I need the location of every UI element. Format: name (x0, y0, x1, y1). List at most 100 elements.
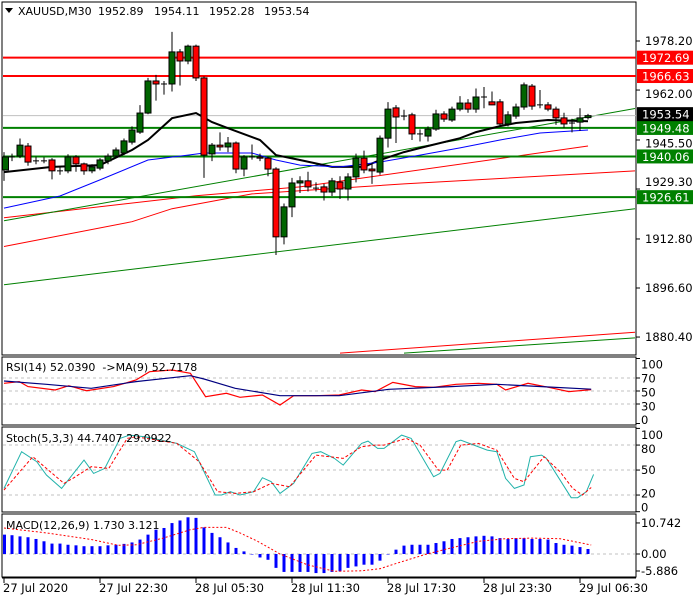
stoch-window-frame[interactable] (1, 426, 637, 513)
candle-bullish[interactable] (104, 155, 112, 162)
candle-bullish[interactable] (504, 114, 512, 125)
candle-bullish[interactable] (384, 108, 392, 139)
candle-bearish[interactable] (392, 107, 400, 118)
candle-bearish[interactable] (232, 142, 240, 170)
candle-bullish[interactable] (584, 115, 592, 119)
candle-bearish[interactable] (48, 159, 56, 172)
main-chart-frame[interactable] (1, 1, 637, 356)
candle-bullish[interactable] (168, 51, 176, 85)
macd-histogram-bar (242, 551, 246, 554)
candle-bearish[interactable] (408, 114, 416, 135)
candle-bearish[interactable] (272, 168, 280, 238)
macd-histogram-bar (538, 538, 542, 554)
time-axis-label: 28 Jul 05:30 (195, 581, 264, 595)
candle-bullish[interactable] (576, 117, 584, 123)
macd-histogram-bar (474, 536, 478, 554)
macd-histogram-bar (66, 544, 70, 554)
candle-bullish[interactable] (352, 157, 360, 178)
macd-histogram-bar (586, 549, 590, 554)
candle-bearish[interactable] (264, 157, 272, 170)
ohlc-close: 1953.54 (264, 5, 310, 18)
macd-histogram-bar (130, 542, 134, 554)
candle-bearish[interactable] (24, 145, 32, 163)
candle-bearish[interactable] (200, 77, 208, 156)
candle-bearish[interactable] (72, 156, 80, 165)
candle-bullish[interactable] (16, 144, 24, 157)
candle-bullish[interactable] (280, 206, 288, 238)
candle-bearish[interactable] (528, 85, 536, 107)
candle-bearish[interactable] (440, 113, 448, 120)
candle-bullish[interactable] (432, 113, 440, 130)
macd-histogram-bar (210, 532, 214, 554)
macd-histogram-bar (530, 538, 534, 554)
candle-bullish[interactable] (328, 180, 336, 193)
candle-bullish[interactable] (240, 156, 248, 170)
current-price-label: 1953.54 (642, 108, 690, 122)
candle-bearish[interactable] (152, 80, 160, 85)
candle-bullish[interactable] (296, 180, 304, 184)
triangle-down-icon[interactable] (5, 8, 13, 13)
ma-slow-line (3, 129, 589, 209)
macd-histogram-bar (122, 543, 126, 554)
macd-histogram-bar (466, 537, 470, 554)
candle-bullish[interactable] (224, 142, 232, 148)
candle-bearish[interactable] (544, 104, 552, 110)
macd-histogram-bar (578, 547, 582, 554)
candle-bullish[interactable] (376, 137, 384, 173)
candle-bearish[interactable] (496, 101, 504, 125)
green-trend-middle-line (3, 208, 636, 286)
macd-histogram-bar (450, 538, 454, 554)
red-channel-upper-line (3, 145, 589, 219)
candle-bullish[interactable] (184, 45, 192, 62)
candle-bullish[interactable] (424, 128, 432, 137)
macd-histogram-bar (546, 539, 550, 554)
candle-bearish[interactable] (560, 117, 568, 125)
indicator-axis-label: -5.886 (641, 564, 678, 578)
candle-bullish[interactable] (88, 166, 96, 172)
candle-bullish[interactable] (448, 108, 456, 121)
price-axis-label: 1880.40 (645, 330, 693, 344)
candle-bullish[interactable] (112, 149, 120, 157)
candle-bullish[interactable] (520, 84, 528, 108)
candle-bearish[interactable] (216, 144, 224, 148)
candle-bullish[interactable] (136, 112, 144, 133)
candle-bearish[interactable] (360, 157, 368, 171)
candle-bearish[interactable] (464, 102, 472, 110)
stoch-title: Stoch(5,3,3) 44.7407 29.0922 (6, 432, 172, 445)
candle-bullish[interactable] (120, 140, 128, 154)
time-axis-label: 27 Jul 22:30 (99, 581, 168, 595)
macd-histogram-bar (114, 544, 118, 554)
candle-bullish[interactable] (128, 129, 136, 143)
ohlc-low: 1952.28 (209, 5, 255, 18)
indicator-axis-label: 50 (641, 386, 656, 400)
candle-bullish[interactable] (456, 102, 464, 110)
candle-bearish[interactable] (304, 180, 312, 188)
macd-histogram-bar (42, 541, 46, 554)
candle-bearish[interactable] (336, 181, 344, 190)
candle-bearish[interactable] (368, 168, 376, 172)
macd-histogram-bar (50, 543, 54, 554)
candle-bearish[interactable] (320, 186, 328, 193)
candle-bullish[interactable] (208, 144, 216, 155)
candle-bearish[interactable] (192, 45, 200, 79)
candle-bullish[interactable] (144, 80, 152, 114)
macd-histogram-bar (154, 529, 158, 554)
candle-bullish[interactable] (472, 96, 480, 110)
candle-bearish[interactable] (256, 156, 264, 159)
candle-bullish[interactable] (512, 106, 520, 117)
candle-bullish[interactable] (344, 176, 352, 190)
macd-histogram-bar (314, 554, 318, 574)
candle-bullish[interactable] (64, 156, 72, 172)
candle-bullish[interactable] (96, 159, 104, 169)
candle-bullish[interactable] (288, 182, 296, 208)
price-axis-label: 1929.30 (645, 175, 693, 189)
candle-bearish[interactable] (80, 163, 88, 172)
macd-histogram-bar (138, 539, 142, 554)
indicator-axis-label: 20 (641, 487, 656, 501)
candle-bearish[interactable] (552, 108, 560, 119)
candle-bullish[interactable] (2, 156, 9, 171)
candle-bearish[interactable] (488, 101, 496, 106)
candle-bearish[interactable] (176, 51, 184, 62)
macd-histogram-bar (18, 536, 22, 554)
